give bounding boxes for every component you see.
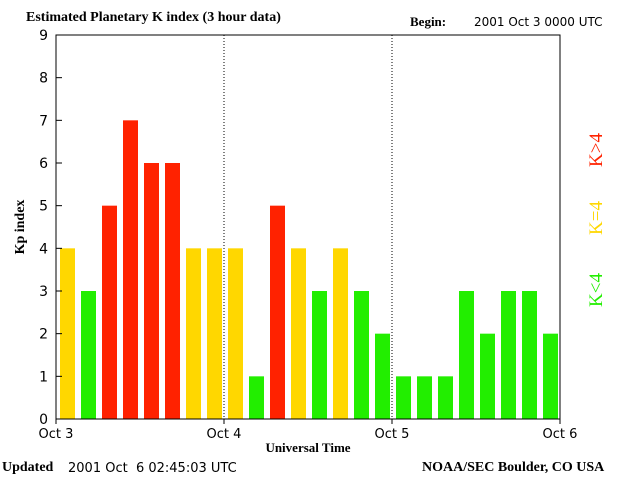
plot-frame <box>55 34 561 420</box>
bar-19 <box>459 291 474 419</box>
y-tick-label-7: 7 <box>39 113 48 129</box>
y-tick-labels: 0 1 2 3 4 5 6 7 8 9 <box>39 28 48 428</box>
bar-10 <box>270 205 285 419</box>
bar-12 <box>312 291 327 419</box>
x-tick-label-1: Oct 4 <box>207 427 242 442</box>
bar-4 <box>144 163 159 419</box>
bar-3 <box>123 120 138 419</box>
updated-value: 2001 Oct 6 02:45:03 UTC <box>68 461 237 476</box>
bar-11 <box>291 248 306 419</box>
bar-15 <box>375 333 390 419</box>
updated-label: Updated <box>2 460 54 475</box>
bar-20 <box>480 333 495 419</box>
bar-2 <box>102 205 117 419</box>
y-tick-label-4: 4 <box>39 241 48 257</box>
bar-0 <box>60 248 75 419</box>
bar-8 <box>228 248 243 419</box>
y-axis-label: Kp index <box>13 200 28 255</box>
bar-6 <box>186 248 201 419</box>
bar-22 <box>522 291 537 419</box>
y-tick-label-3: 3 <box>39 284 48 300</box>
begin-value: 2001 Oct 3 0000 UTC <box>474 15 603 29</box>
bar-5 <box>165 163 180 419</box>
y-tick-label-1: 1 <box>39 369 48 385</box>
bar-18 <box>438 376 453 419</box>
legend-item-1: K=4 <box>586 201 607 235</box>
begin-label: Begin: <box>410 14 447 29</box>
bars-layer <box>60 120 558 419</box>
y-tick-label-0: 0 <box>39 412 48 428</box>
legend-item-2: K<4 <box>586 273 607 307</box>
y-tick-label-8: 8 <box>39 71 48 87</box>
bar-14 <box>354 291 369 419</box>
credit-text: NOAA/SEC Boulder, CO USA <box>422 460 605 475</box>
x-tick-label-2: Oct 5 <box>375 427 410 442</box>
bar-23 <box>543 333 558 419</box>
bar-16 <box>396 376 411 419</box>
bar-9 <box>249 376 264 419</box>
axes-layer <box>55 34 561 424</box>
x-tick-label-0: Oct 3 <box>39 427 74 442</box>
legend: K>4 K=4 K<4 <box>586 133 607 307</box>
x-tick-labels: Oct 3 Oct 4 Oct 5 Oct 6 <box>39 427 578 442</box>
bar-1 <box>81 291 96 419</box>
y-tick-label-6: 6 <box>39 156 48 172</box>
x-axis-label: Universal Time <box>265 440 350 455</box>
x-tick-label-3: Oct 6 <box>543 427 578 442</box>
legend-item-0: K>4 <box>586 133 607 167</box>
bar-13 <box>333 248 348 419</box>
y-tick-label-2: 2 <box>39 327 48 343</box>
bar-17 <box>417 376 432 419</box>
chart-title: Estimated Planetary K index (3 hour data… <box>26 10 281 25</box>
bar-7 <box>207 248 222 419</box>
y-tick-label-9: 9 <box>39 28 48 44</box>
bar-21 <box>501 291 516 419</box>
y-tick-label-5: 5 <box>39 199 48 215</box>
